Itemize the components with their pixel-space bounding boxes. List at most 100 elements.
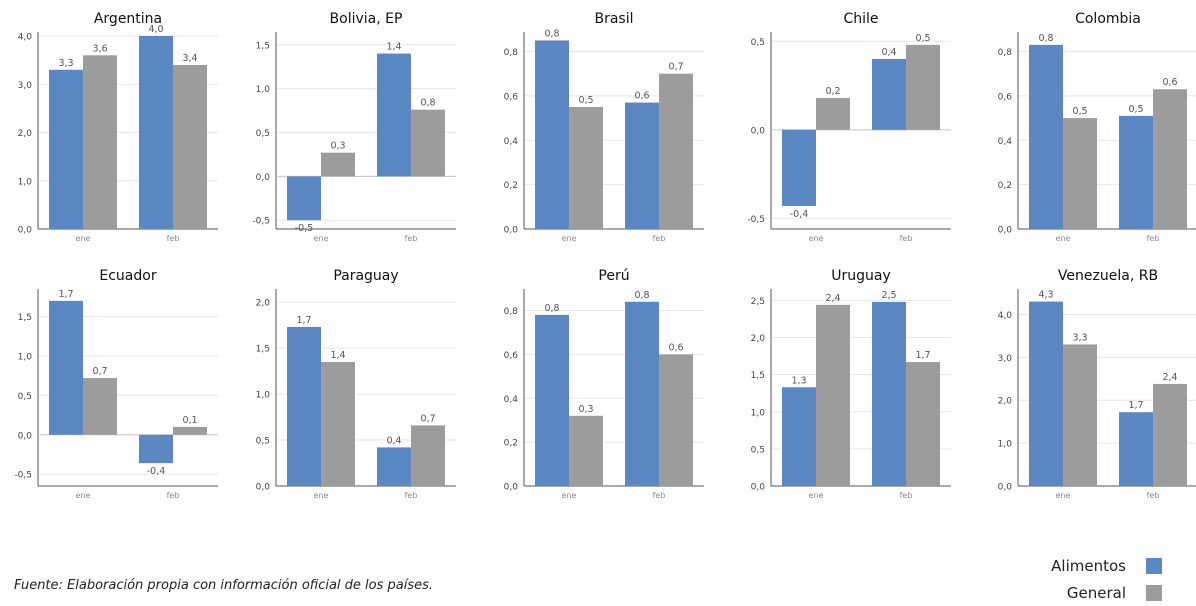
bar-general xyxy=(659,354,693,486)
y-tick-label: 0,4 xyxy=(998,137,1013,147)
data-label: -0,4 xyxy=(147,466,166,477)
chart-title: Uruguay xyxy=(831,268,891,284)
chart-title: Brasil xyxy=(594,11,633,27)
data-label: 3,4 xyxy=(182,53,197,64)
chart-panel: Argentina 0,0 1,0 2,0 3,0 4,0 3,3 3,6 ene 4,0 3,4 f… xyxy=(18,11,218,243)
chart-panel: Venezuela, RB 0,0 1,0 2,0 3,0 4,0 4,3 3,3 ene 1,7… xyxy=(998,268,1196,500)
bar-general xyxy=(659,73,693,229)
data-label: 0,3 xyxy=(330,141,345,152)
y-tick-label: 0,6 xyxy=(998,92,1013,102)
bar-general xyxy=(321,152,355,177)
data-label: 0,5 xyxy=(1072,106,1087,117)
data-label: 0,8 xyxy=(1038,33,1053,44)
chart-panel: Paraguay 0,0 0,5 1,0 1,5 2,0 1,7 1,4 ene 0,4 0,7 fe… xyxy=(256,268,456,500)
y-tick-label: 0,0 xyxy=(504,226,519,236)
chart-panel: Colombia 0,0 0,2 0,4 0,6 0,8 0,8 0,5 ene 0,5 0,6 fe… xyxy=(998,11,1196,243)
bar-alimentos xyxy=(377,53,411,177)
y-tick-label: 0,2 xyxy=(504,439,518,449)
bar-alimentos xyxy=(49,300,83,435)
bar-general xyxy=(321,361,355,486)
bar-alimentos xyxy=(1029,301,1063,486)
data-label: 0,7 xyxy=(420,413,435,424)
bar-alimentos xyxy=(535,40,569,229)
x-tick-label: ene xyxy=(1056,491,1071,500)
y-tick-label: 0,0 xyxy=(751,483,766,493)
bar-general xyxy=(83,55,117,229)
y-tick-label: 0,8 xyxy=(504,307,519,317)
data-label: 0,5 xyxy=(915,33,930,44)
y-tick-label: 0,0 xyxy=(256,173,271,183)
data-label: 1,7 xyxy=(915,350,930,361)
y-tick-label: 3,0 xyxy=(18,81,33,91)
bar-general xyxy=(173,426,207,435)
chart-panel: Ecuador -0,5 0,0 0,5 1,0 1,5 1,7 0,7 ene -0,4 0,1 f… xyxy=(14,268,218,500)
data-label: 3,6 xyxy=(92,43,107,54)
y-tick-label: 1,0 xyxy=(256,85,271,95)
bar-alimentos xyxy=(139,36,173,229)
x-tick-label: feb xyxy=(405,234,418,243)
bar-general xyxy=(1063,118,1097,229)
y-tick-label: 0,0 xyxy=(504,483,519,493)
bar-alimentos xyxy=(49,69,83,230)
y-tick-label: -0,5 xyxy=(252,217,270,227)
data-label: 0,1 xyxy=(182,415,197,426)
data-label: 1,7 xyxy=(1128,400,1143,411)
charts-grid: Argentina 0,0 1,0 2,0 3,0 4,0 3,3 3,6 ene 4,0 3,4 f… xyxy=(14,11,1196,500)
bar-general xyxy=(569,106,603,229)
y-tick-label: 2,0 xyxy=(751,334,766,344)
data-label: 0,8 xyxy=(544,303,559,314)
y-tick-label: 0,5 xyxy=(751,445,765,455)
bar-general xyxy=(906,362,940,486)
x-tick-label: ene xyxy=(809,491,824,500)
x-tick-label: feb xyxy=(1147,234,1160,243)
bar-alimentos xyxy=(287,176,321,221)
y-tick-label: 0,4 xyxy=(504,395,519,405)
y-tick-label: 1,0 xyxy=(18,177,33,187)
bar-alimentos xyxy=(535,314,569,486)
data-label: 0,6 xyxy=(1162,77,1177,88)
bar-general xyxy=(1153,89,1187,229)
chart-title: Perú xyxy=(598,268,629,284)
bar-alimentos xyxy=(625,301,659,486)
y-tick-label: 0,8 xyxy=(504,48,519,58)
data-label: 0,4 xyxy=(881,47,896,58)
data-label: 1,4 xyxy=(330,350,345,361)
data-label: 0,2 xyxy=(825,86,840,97)
x-tick-label: feb xyxy=(653,234,666,243)
y-tick-label: 0,0 xyxy=(998,226,1013,236)
data-label: 2,4 xyxy=(1162,372,1177,383)
x-tick-label: ene xyxy=(76,491,91,500)
legend-item-general: General xyxy=(1051,579,1162,606)
data-label: 2,4 xyxy=(825,293,840,304)
data-label: 0,5 xyxy=(1128,104,1143,115)
chart-panel: Uruguay 0,0 0,5 1,0 1,5 2,0 2,5 1,3 2,4 ene 2,5 1,7… xyxy=(751,268,951,500)
y-tick-label: 1,5 xyxy=(751,371,765,381)
y-tick-label: 2,0 xyxy=(256,299,271,309)
x-tick-label: feb xyxy=(1147,491,1160,500)
bar-alimentos xyxy=(377,447,411,486)
y-tick-label: 0,4 xyxy=(504,137,519,147)
bar-alimentos xyxy=(1029,44,1063,229)
y-tick-label: 1,5 xyxy=(18,313,32,323)
bar-general xyxy=(411,425,445,486)
data-label: 0,8 xyxy=(634,290,649,301)
bar-general xyxy=(1063,344,1097,486)
y-tick-label: 1,5 xyxy=(256,345,270,355)
data-label: -0,4 xyxy=(790,209,809,220)
bar-general xyxy=(816,97,850,130)
data-label: 0,7 xyxy=(668,62,683,73)
y-tick-label: 1,0 xyxy=(256,391,271,401)
x-tick-label: feb xyxy=(900,234,913,243)
bar-alimentos xyxy=(1119,115,1153,229)
legend: Alimentos General xyxy=(1051,552,1162,606)
x-tick-label: ene xyxy=(562,234,577,243)
legend-label: General xyxy=(1066,583,1126,602)
y-tick-label: 4,0 xyxy=(18,33,33,43)
data-label: 0,4 xyxy=(386,435,401,446)
legend-item-alimentos: Alimentos xyxy=(1051,552,1162,579)
legend-swatch-general xyxy=(1146,584,1162,601)
bar-general xyxy=(1153,383,1187,486)
y-tick-label: 2,0 xyxy=(18,129,33,139)
bar-general xyxy=(411,109,445,177)
x-tick-label: feb xyxy=(653,491,666,500)
